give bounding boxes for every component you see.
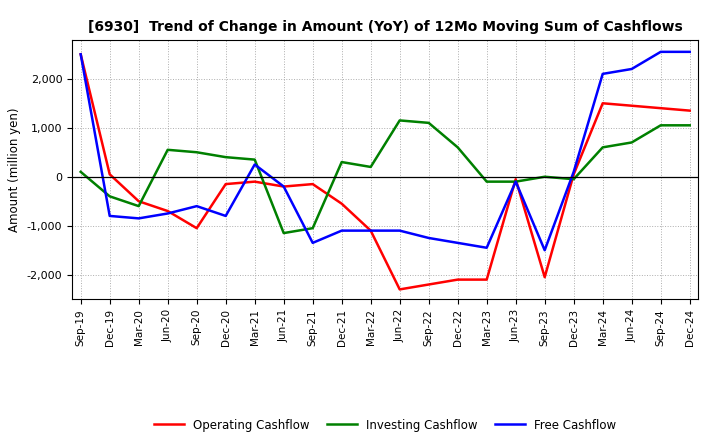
Operating Cashflow [657, 106, 665, 111]
Free Cashflow [570, 169, 578, 175]
Free Cashflow [76, 51, 85, 57]
Operating Cashflow [395, 287, 404, 292]
Investing Cashflow [424, 120, 433, 125]
Investing Cashflow [395, 118, 404, 123]
Investing Cashflow [163, 147, 172, 152]
Operating Cashflow [598, 101, 607, 106]
Free Cashflow [657, 49, 665, 55]
Investing Cashflow [511, 179, 520, 184]
Free Cashflow [221, 213, 230, 219]
Y-axis label: Amount (million yen): Amount (million yen) [8, 107, 21, 231]
Free Cashflow [105, 213, 114, 219]
Line: Free Cashflow: Free Cashflow [81, 52, 690, 250]
Investing Cashflow [685, 123, 694, 128]
Free Cashflow [279, 184, 288, 189]
Operating Cashflow [541, 275, 549, 280]
Investing Cashflow [657, 123, 665, 128]
Investing Cashflow [221, 154, 230, 160]
Free Cashflow [308, 240, 317, 246]
Line: Operating Cashflow: Operating Cashflow [81, 54, 690, 290]
Free Cashflow [338, 228, 346, 233]
Operating Cashflow [76, 51, 85, 57]
Operating Cashflow [366, 228, 375, 233]
Investing Cashflow [338, 159, 346, 165]
Operating Cashflow [482, 277, 491, 282]
Investing Cashflow [598, 145, 607, 150]
Investing Cashflow [482, 179, 491, 184]
Operating Cashflow [135, 198, 143, 204]
Investing Cashflow [192, 150, 201, 155]
Free Cashflow [541, 248, 549, 253]
Investing Cashflow [76, 169, 85, 175]
Free Cashflow [192, 203, 201, 209]
Free Cashflow [454, 240, 462, 246]
Operating Cashflow [338, 201, 346, 206]
Investing Cashflow [570, 176, 578, 182]
Free Cashflow [685, 49, 694, 55]
Operating Cashflow [685, 108, 694, 113]
Operating Cashflow [308, 181, 317, 187]
Investing Cashflow [105, 194, 114, 199]
Operating Cashflow [424, 282, 433, 287]
Investing Cashflow [541, 174, 549, 180]
Operating Cashflow [192, 226, 201, 231]
Free Cashflow [163, 211, 172, 216]
Operating Cashflow [627, 103, 636, 108]
Operating Cashflow [105, 172, 114, 177]
Operating Cashflow [570, 172, 578, 177]
Free Cashflow [482, 245, 491, 250]
Free Cashflow [627, 66, 636, 72]
Investing Cashflow [308, 226, 317, 231]
Operating Cashflow [251, 179, 259, 184]
Free Cashflow [511, 179, 520, 184]
Legend: Operating Cashflow, Investing Cashflow, Free Cashflow: Operating Cashflow, Investing Cashflow, … [149, 414, 621, 436]
Operating Cashflow [511, 176, 520, 182]
Free Cashflow [395, 228, 404, 233]
Investing Cashflow [135, 203, 143, 209]
Investing Cashflow [251, 157, 259, 162]
Operating Cashflow [221, 181, 230, 187]
Operating Cashflow [279, 184, 288, 189]
Free Cashflow [424, 235, 433, 241]
Title: [6930]  Trend of Change in Amount (YoY) of 12Mo Moving Sum of Cashflows: [6930] Trend of Change in Amount (YoY) o… [88, 20, 683, 34]
Operating Cashflow [163, 209, 172, 214]
Line: Investing Cashflow: Investing Cashflow [81, 121, 690, 233]
Free Cashflow [598, 71, 607, 77]
Investing Cashflow [366, 164, 375, 169]
Free Cashflow [251, 162, 259, 167]
Operating Cashflow [454, 277, 462, 282]
Investing Cashflow [627, 140, 636, 145]
Free Cashflow [135, 216, 143, 221]
Free Cashflow [366, 228, 375, 233]
Investing Cashflow [454, 145, 462, 150]
Investing Cashflow [279, 231, 288, 236]
